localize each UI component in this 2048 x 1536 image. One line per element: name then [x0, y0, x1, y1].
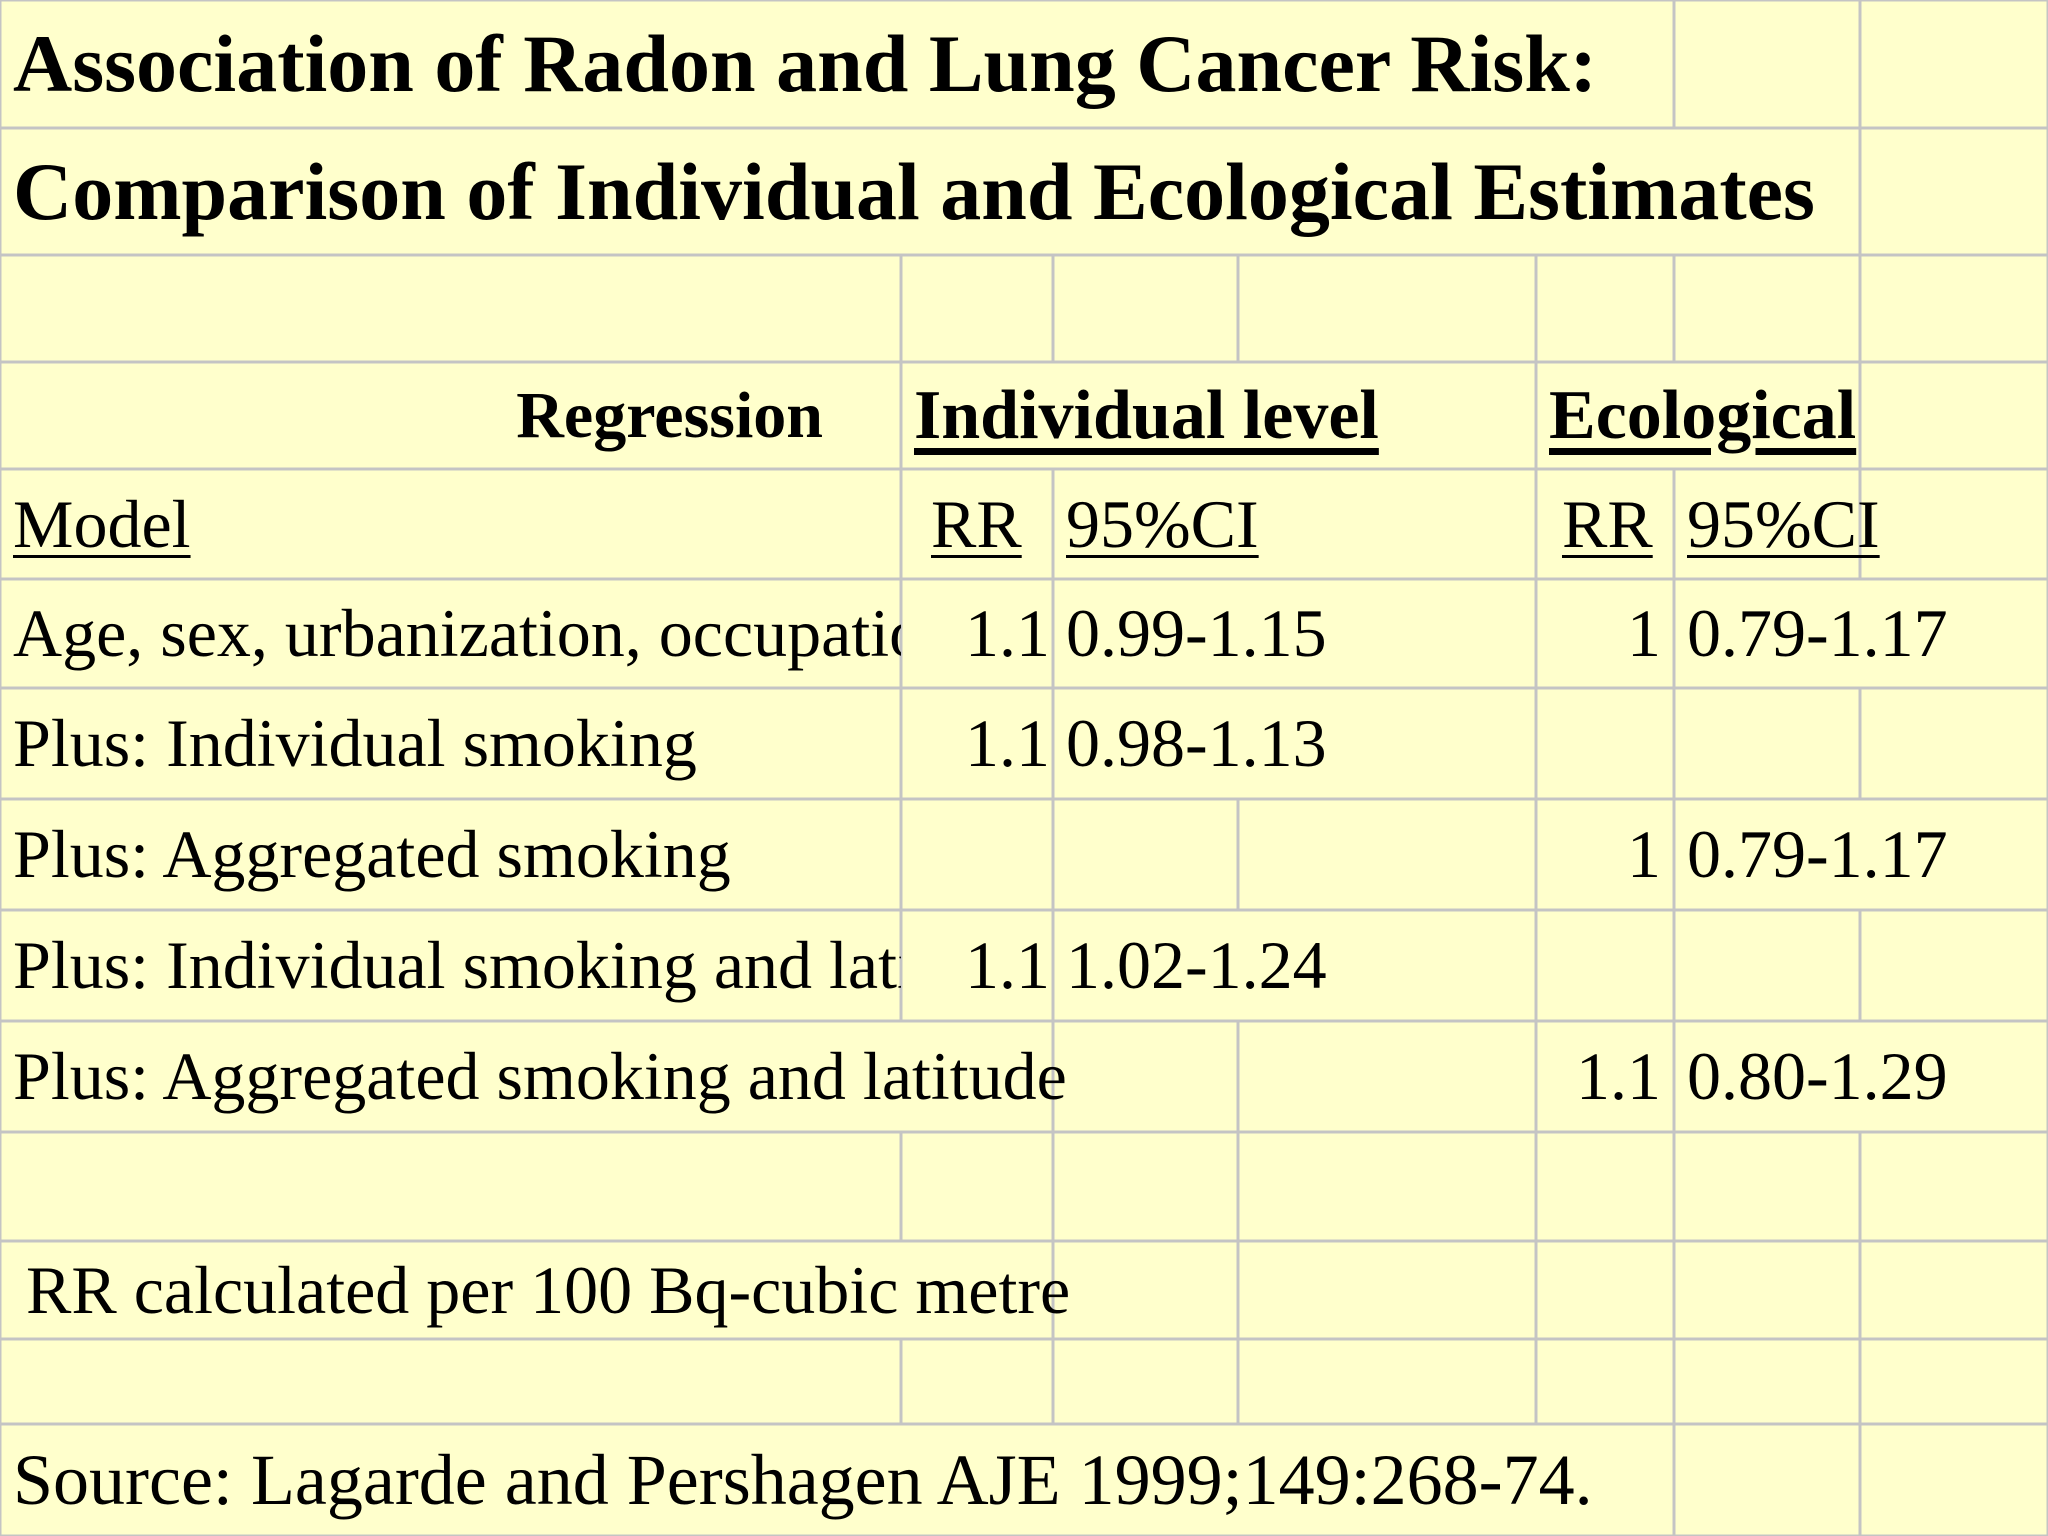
rr: 1.1 [1576, 1038, 1661, 1114]
ci: 0.98-1.13 [1066, 705, 1327, 781]
header: Ecological [1549, 376, 1857, 454]
rr: 1.1 [965, 705, 1050, 781]
header: RR [931, 485, 1022, 562]
rr: 1.1 [965, 595, 1050, 671]
ci: 0.99-1.15 [1066, 595, 1327, 671]
ci: 0.79-1.17 [1687, 595, 1948, 671]
title: Association of Radon and Lung Cancer Ris… [13, 18, 1598, 109]
header: Regression [516, 378, 823, 452]
ci: 1.02-1.24 [1066, 927, 1327, 1003]
rr: 1 [1627, 816, 1661, 892]
rr: 1 [1627, 595, 1661, 671]
ci: 0.80-1.29 [1687, 1038, 1948, 1114]
rr: 1.1 [965, 927, 1050, 1003]
header: 95%CI [1066, 485, 1259, 562]
source: Source: Lagarde and Pershagen AJE 1999;1… [13, 1439, 1593, 1520]
title: Comparison of Individual and Ecological … [13, 145, 1815, 237]
row-label: Plus: Aggregated smoking [13, 816, 731, 892]
header: Individual level [914, 376, 1379, 454]
row-label: Plus: Individual smoking [13, 705, 697, 781]
header: Model [13, 485, 191, 562]
row-label: Age, sex, urbanization, occupation [13, 595, 901, 671]
header: RR [1562, 485, 1653, 562]
note: RR calculated per 100 Bq-cubic metre [26, 1251, 1071, 1328]
row-label: Plus: Aggregated smoking and latitude [13, 1038, 1067, 1114]
header: 95%CI [1687, 485, 1880, 562]
ci: 0.79-1.17 [1687, 816, 1948, 892]
row-label: Plus: Individual smoking and latitude [13, 927, 901, 1003]
